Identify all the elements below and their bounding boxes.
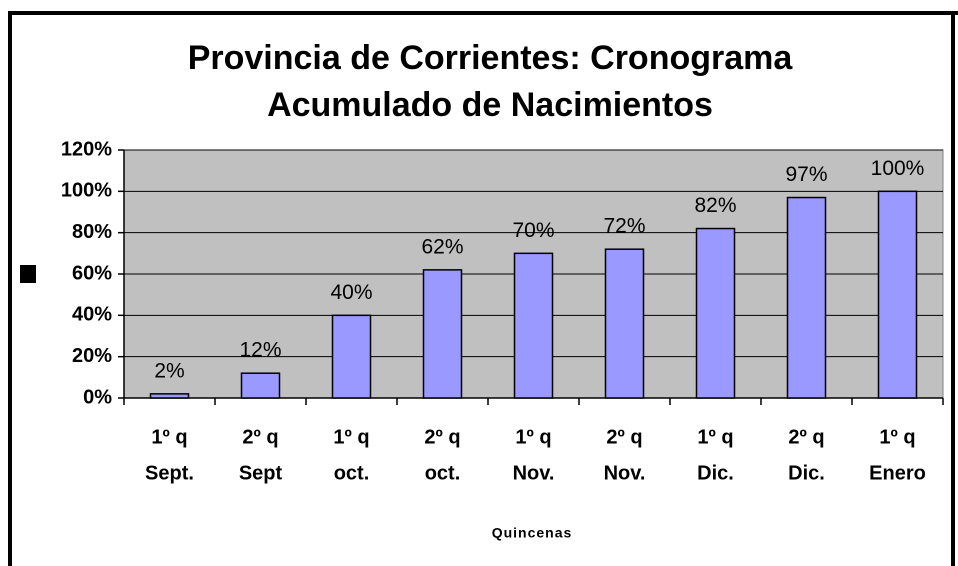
chart-title: Provincia de Corrientes: Cronograma — [188, 39, 794, 77]
y-tick-label: 0% — [83, 386, 112, 408]
x-tick-label: Nov. — [513, 462, 555, 484]
frame-right — [951, 11, 955, 566]
x-tick-label: Sept. — [145, 462, 194, 484]
value-label: 97% — [785, 163, 827, 186]
x-tick-label: Sept — [239, 462, 283, 484]
bar — [331, 314, 372, 399]
x-tick-label: oct. — [425, 462, 461, 484]
value-label: 62% — [421, 235, 463, 258]
value-label: 12% — [239, 339, 281, 362]
bar — [240, 372, 281, 399]
x-tick-label: 1º q — [515, 426, 551, 448]
x-tick-label: 1º q — [333, 426, 369, 448]
value-label: 70% — [512, 219, 554, 242]
y-tick-label: 120% — [61, 138, 112, 160]
x-tick-label: Dic. — [697, 462, 734, 484]
value-label: 2% — [154, 359, 184, 382]
x-tick-label: 2º q — [788, 426, 824, 448]
bar — [877, 190, 918, 399]
y-tick-label: 80% — [72, 221, 112, 243]
x-tick-label: 2º q — [606, 426, 642, 448]
chart-title: Acumulado de Nacimientos — [267, 86, 713, 124]
x-tick-label: Enero — [869, 462, 926, 484]
x-tick-label: oct. — [334, 462, 370, 484]
x-tick-label: 2º q — [242, 426, 278, 448]
value-label: 100% — [871, 157, 925, 180]
y-tick-label: 100% — [61, 180, 112, 202]
x-axis-label: Quincenas — [492, 525, 573, 541]
y-tick-label: 60% — [72, 262, 112, 284]
x-tick-label: Nov. — [604, 462, 646, 484]
x-tick-label: 2º q — [424, 426, 460, 448]
value-label: 40% — [330, 281, 372, 304]
bar — [695, 227, 736, 399]
value-label: 82% — [694, 194, 736, 217]
x-tick-label: 1º q — [879, 426, 915, 448]
bar — [786, 196, 827, 399]
bar — [422, 269, 463, 399]
bar — [604, 248, 645, 399]
value-label: 72% — [603, 215, 645, 238]
x-tick-label: 1º q — [697, 426, 733, 448]
bar — [513, 252, 554, 399]
x-tick-label: Dic. — [788, 462, 825, 484]
bar — [149, 393, 190, 399]
y-tick-label: 20% — [72, 345, 112, 367]
x-tick-label: 1º q — [151, 426, 187, 448]
frame-left — [8, 11, 12, 566]
legend-key — [20, 265, 36, 283]
y-tick-label: 40% — [72, 304, 112, 326]
frame-top — [10, 11, 958, 15]
